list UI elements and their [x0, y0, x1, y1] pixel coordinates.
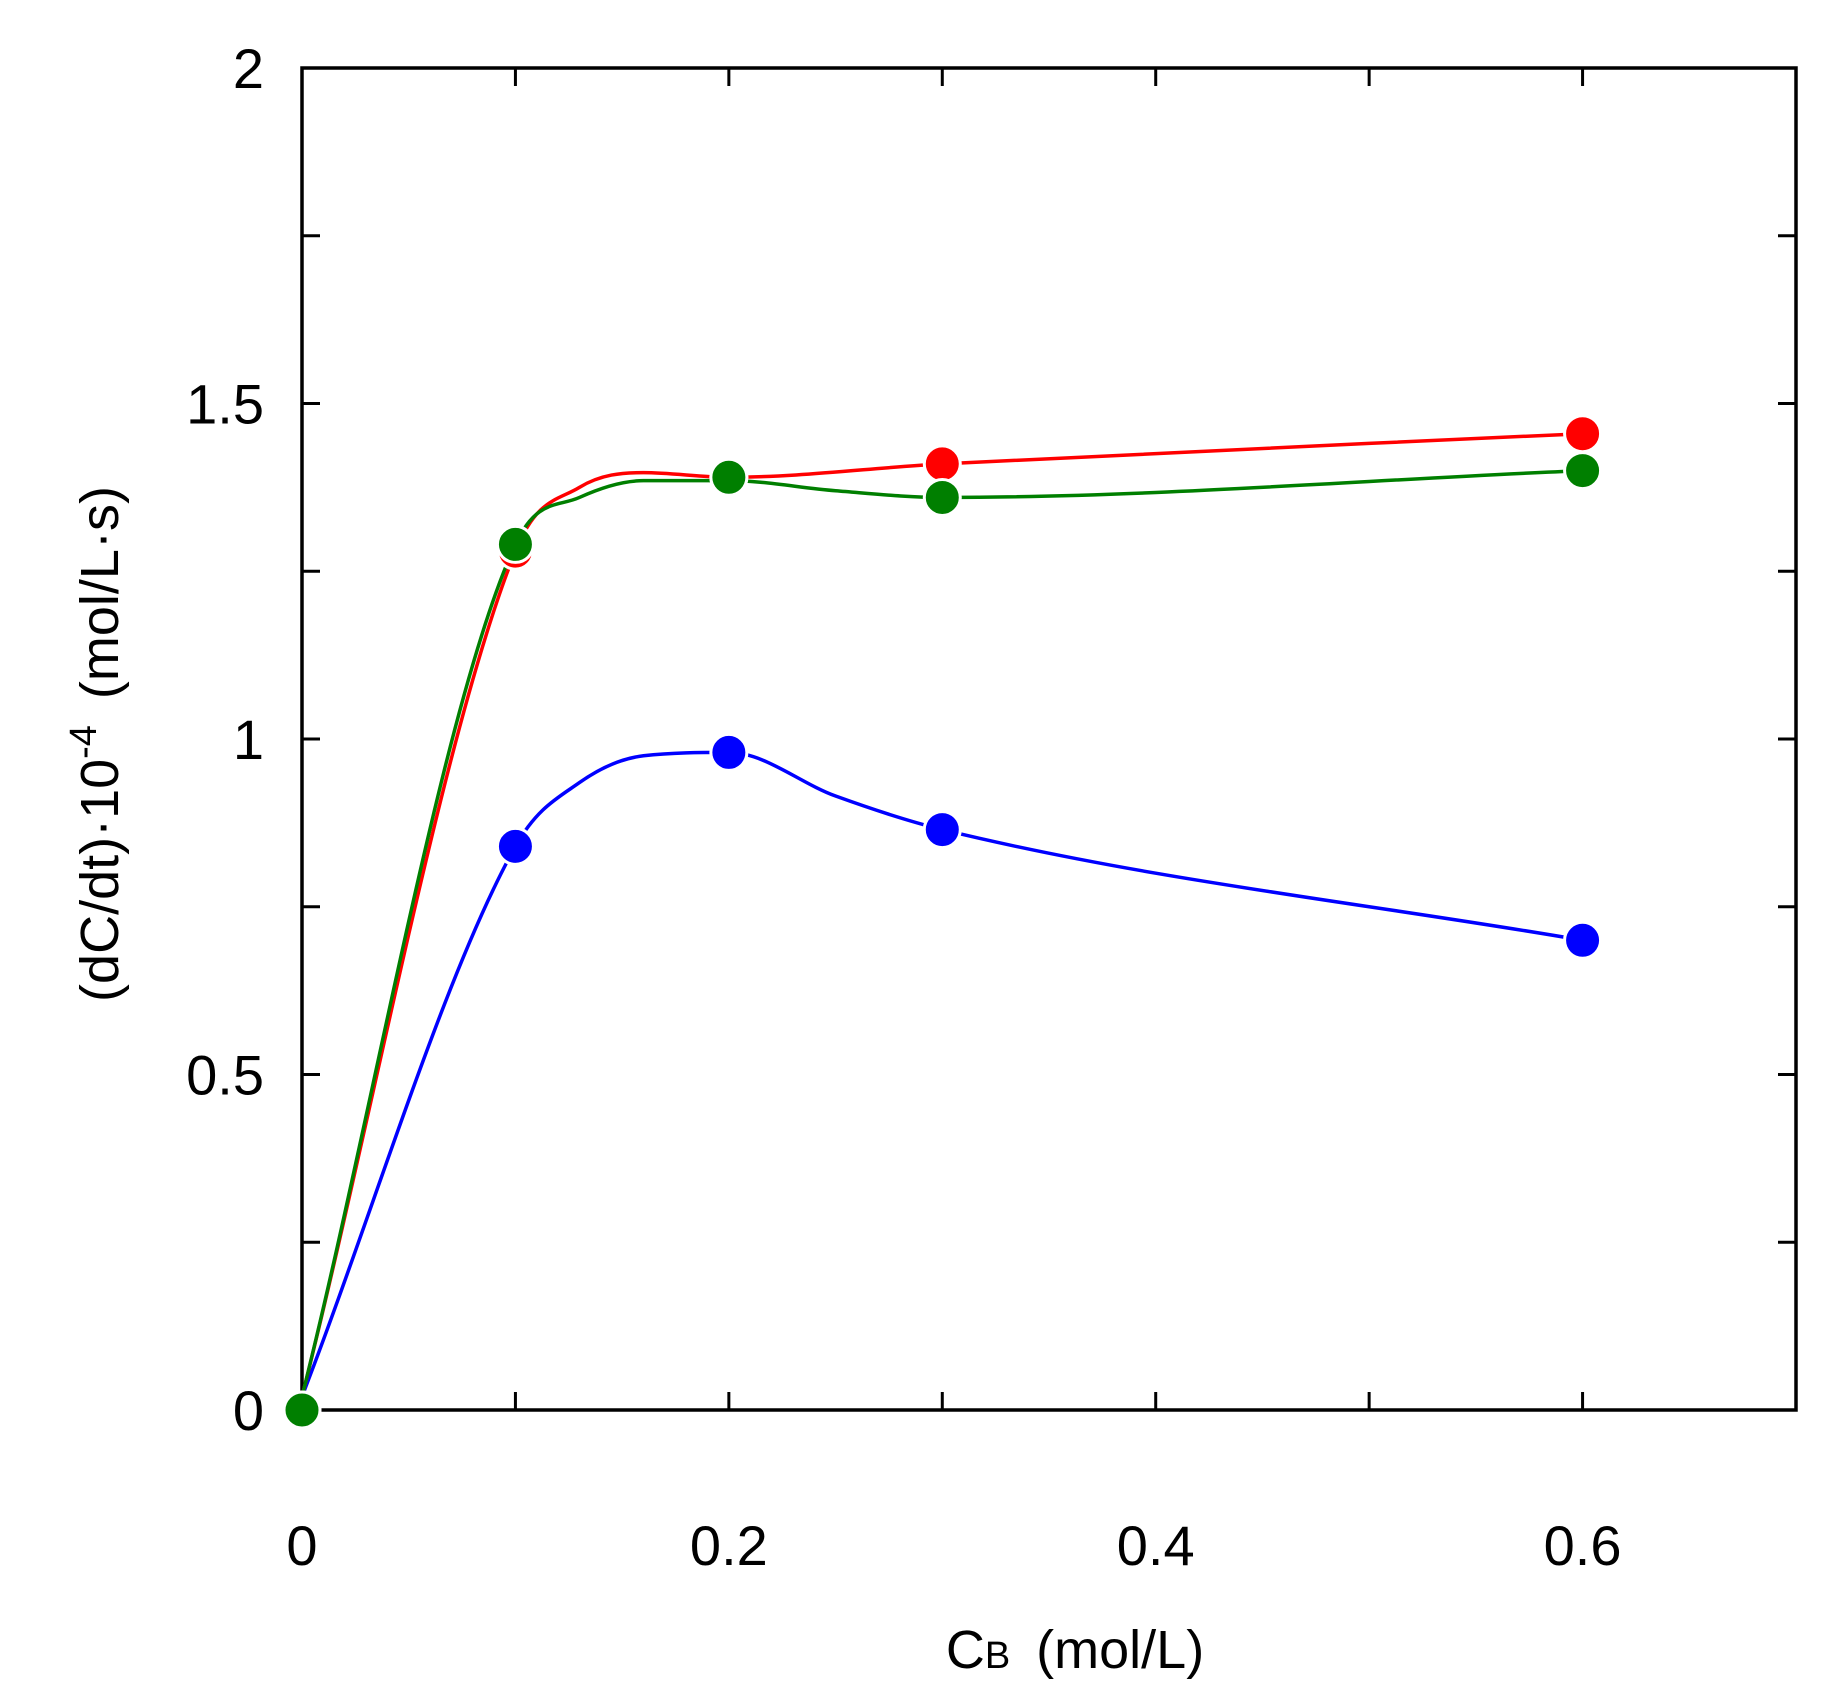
data-point-blue	[1563, 920, 1603, 960]
y-tick-label: 1	[233, 708, 264, 771]
data-point-blue	[709, 732, 749, 772]
series-points	[282, 414, 1603, 1430]
data-point-green	[495, 524, 535, 564]
y-axis-title: (dC/dt)·10-4(mol/L·s)	[63, 486, 130, 1002]
y-axis-title-exponent: -4	[63, 725, 105, 759]
y-tick-label: 0	[233, 1379, 264, 1442]
y-tick-labels: 0 0.5 1 1.5 2	[186, 37, 264, 1442]
series-line-green	[300, 468, 1583, 1398]
x-axis-ticks	[300, 68, 1798, 1410]
y-axis-ticks	[302, 66, 1796, 1412]
plot-area-border	[300, 66, 1798, 1412]
data-point-green	[1563, 451, 1603, 491]
y-tick-label: 0.5	[186, 1044, 264, 1107]
x-tick-label: 0.4	[1117, 1514, 1195, 1577]
x-axis-title-subscript: B	[985, 1635, 1010, 1677]
data-point-red	[922, 444, 962, 484]
data-point-green	[922, 477, 962, 517]
data-point-blue	[495, 826, 535, 866]
x-tick-label: 0.2	[690, 1514, 768, 1577]
x-tick-label: 0	[286, 1514, 317, 1577]
x-axis-title: CB (mol/L)	[946, 1620, 1204, 1680]
data-point-green	[709, 457, 749, 497]
y-tick-label: 2	[233, 37, 264, 100]
data-point-green	[282, 1390, 322, 1430]
plot-frame	[300, 66, 1798, 1412]
y-tick-label: 1.5	[186, 373, 264, 436]
series-curves	[300, 431, 1583, 1398]
x-tick-label: 0.6	[1544, 1514, 1622, 1577]
data-point-red	[1563, 414, 1603, 454]
series-line-red	[300, 431, 1583, 1398]
series-line-blue	[300, 750, 1583, 1398]
data-point-blue	[922, 810, 962, 850]
x-tick-labels: 0 0.2 0.4 0.6	[286, 1514, 1621, 1577]
